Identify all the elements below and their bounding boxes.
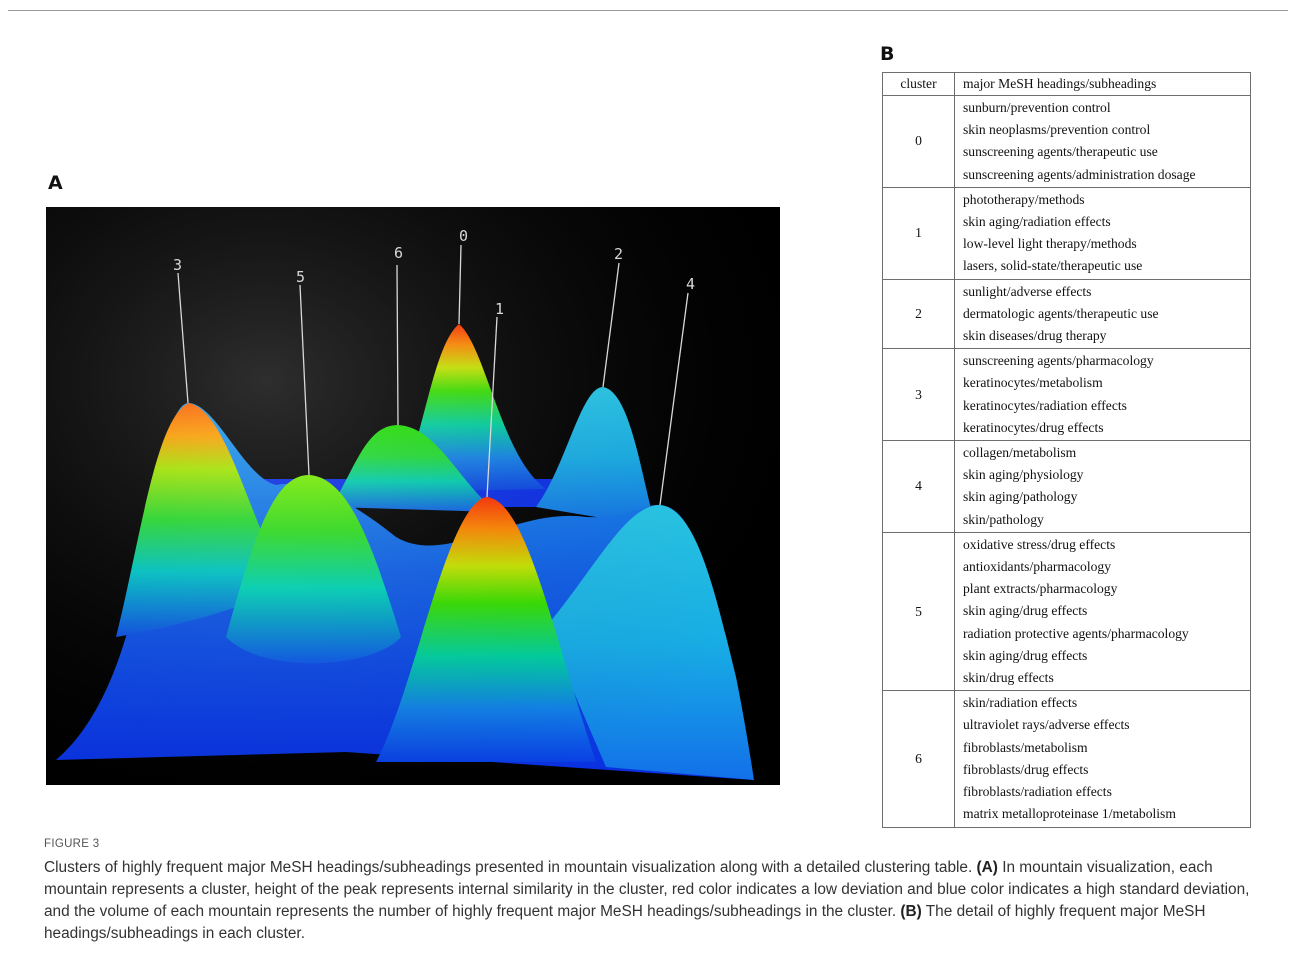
peak-label-4: 4 (686, 275, 695, 293)
heading-item: fibroblasts/radiation effects (963, 784, 1112, 800)
leader-line-2 (602, 262, 620, 388)
table-row: 6 skin/radiation effects ultraviolet rays/… (882, 690, 1251, 828)
heading-item: skin diseases/drug therapy (963, 328, 1107, 344)
heading-item: plant extracts/pharmacology (963, 581, 1118, 597)
cluster-table: cluster major MeSH headings/subheadings … (882, 72, 1251, 828)
table-header-row: cluster major MeSH headings/subheadings (882, 72, 1251, 96)
cluster-id-cell: 1 (882, 186, 955, 280)
table-row: 2 sunlight/adverse effects dermatologic ag… (882, 278, 1251, 350)
caption-b-text: The detail of highly frequent major MeSH… (44, 903, 1206, 942)
table-row: 4 collagen/metabolism skin aging/physiolog… (882, 440, 1251, 533)
heading-item: sunlight/adverse effects (963, 283, 1092, 299)
caption-a-label: (A) (976, 859, 998, 876)
panel-a-label: A (48, 172, 63, 194)
heading-item: skin neoplasms/prevention control (963, 122, 1151, 138)
table-row: 1 phototherapy/methods skin aging/radiatio… (882, 186, 1251, 280)
heading-item: matrix metalloproteinase 1/metabolism (963, 806, 1176, 822)
heading-item: skin aging/pathology (963, 489, 1078, 505)
heading-item: ultraviolet rays/adverse effects (963, 717, 1130, 733)
heading-item: sunscreening agents/therapeutic use (963, 144, 1158, 160)
heading-item: keratinocytes/drug effects (963, 419, 1104, 435)
heading-item: sunscreening agents/administration dosag… (963, 166, 1196, 182)
headings-cell: sunscreening agents/pharmacology keratino… (954, 348, 1251, 442)
heading-item: keratinocytes/radiation effects (963, 397, 1127, 413)
heading-item: skin aging/radiation effects (963, 214, 1111, 230)
headings-cell: sunlight/adverse effects dermatologic age… (954, 278, 1251, 350)
heading-item: fibroblasts/metabolism (963, 739, 1088, 755)
heading-item: collagen/metabolism (963, 445, 1077, 461)
figure-caption: Clusters of highly frequent major MeSH h… (44, 857, 1259, 945)
caption-b-label: (B) (900, 903, 922, 920)
leader-line-3 (177, 272, 189, 404)
cluster-id-cell: 0 (882, 95, 955, 188)
heading-item: dermatologic agents/therapeutic use (963, 305, 1159, 321)
heading-item: skin aging/drug effects (963, 647, 1088, 663)
headings-cell: collagen/metabolism skin aging/physiology… (954, 440, 1251, 533)
heading-item: sunscreening agents/pharmacology (963, 353, 1154, 369)
leader-line-1 (486, 316, 498, 498)
peak-labels: 3 5 6 0 1 2 4 (173, 227, 695, 318)
headings-cell: oxidative stress/drug effects antioxidant… (954, 531, 1251, 692)
heading-item: keratinocytes/metabolism (963, 375, 1103, 391)
cluster-id-cell: 6 (882, 690, 955, 828)
table-row: 5 oxidative stress/drug effects antioxidan… (882, 531, 1251, 692)
lighting-overlay (46, 207, 780, 785)
panel-b-label: B (880, 43, 895, 65)
peak-label-3: 3 (173, 256, 182, 274)
leader-line-5 (299, 284, 310, 476)
cluster-id-cell: 5 (882, 531, 955, 692)
caption-a-text: In mountain visualization, each mountain… (44, 859, 1250, 920)
heading-item: low-level light therapy/methods (963, 236, 1137, 252)
header-headings: major MeSH headings/subheadings (954, 72, 1251, 96)
table-row: 3 sunscreening agents/pharmacology keratin… (882, 348, 1251, 442)
peak-label-1: 1 (495, 300, 504, 318)
heading-item: sunburn/prevention control (963, 100, 1111, 115)
leader-line-6 (396, 264, 399, 426)
heading-item: antioxidants/pharmacology (963, 559, 1111, 575)
cluster-id-cell: 4 (882, 440, 955, 533)
heading-item: skin/radiation effects (963, 695, 1078, 711)
leader-line-4 (659, 292, 689, 506)
headings-cell: skin/radiation effects ultraviolet rays/a… (954, 690, 1251, 828)
table-body: 0 sunburn/prevention control skin neoplasm… (882, 95, 1251, 828)
headings-cell: phototherapy/methods skin aging/radiation… (954, 186, 1251, 280)
heading-item: skin aging/drug effects (963, 603, 1088, 619)
heading-item: skin aging/physiology (963, 467, 1084, 483)
peak-label-0: 0 (459, 227, 468, 245)
leader-lines (177, 244, 689, 506)
headings-cell: sunburn/prevention control skin neoplasms… (954, 95, 1251, 188)
header-cluster: cluster (882, 72, 955, 96)
caption-intro: Clusters of highly frequent major MeSH h… (44, 859, 977, 876)
peak-label-6: 6 (394, 244, 403, 262)
heading-item: oxidative stress/drug effects (963, 536, 1116, 552)
heading-item: skin/drug effects (963, 670, 1054, 686)
mountain-visualization: 3 5 6 0 1 2 4 (46, 207, 780, 785)
peak-label-5: 5 (296, 268, 305, 286)
figure-label: FIGURE 3 (44, 838, 100, 850)
mountain-svg: 3 5 6 0 1 2 4 (46, 207, 780, 785)
peak-label-2: 2 (614, 245, 623, 263)
heading-item: radiation protective agents/pharmacology (963, 625, 1189, 641)
table-row: 0 sunburn/prevention control skin neoplasm… (882, 95, 1251, 188)
heading-item: skin/pathology (963, 511, 1044, 527)
heading-item: fibroblasts/drug effects (963, 761, 1089, 777)
leader-line-0 (458, 244, 462, 325)
cluster-id-cell: 3 (882, 348, 955, 442)
cluster-id-cell: 2 (882, 278, 955, 350)
heading-item: lasers, solid-state/therapeutic use (963, 258, 1143, 274)
top-rule (8, 10, 1288, 11)
heading-item: phototherapy/methods (963, 191, 1085, 207)
